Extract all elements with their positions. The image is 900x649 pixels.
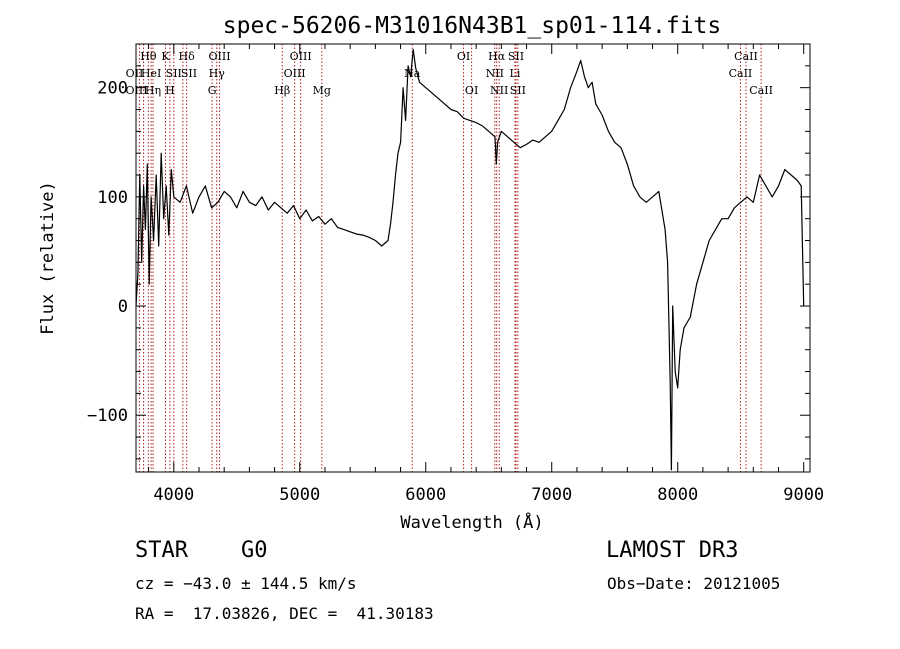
plot-frame xyxy=(135,43,811,473)
line-label-25: SII xyxy=(510,84,526,97)
object-subclass: G0 xyxy=(241,538,268,563)
redshift-velocity: cz = −43.0 ± 144.5 km/s xyxy=(135,574,357,593)
line-label-11: Hγ xyxy=(209,67,226,80)
y-tick-label-0: −100 xyxy=(87,406,128,426)
x-tick-label-3: 7000 xyxy=(531,485,572,505)
line-label-23: Li xyxy=(510,67,521,80)
x-tick-label-4: 8000 xyxy=(657,485,698,505)
line-label-19: OI xyxy=(465,84,478,97)
y-axis-label: Flux (relative) xyxy=(38,181,58,335)
line-label-8: Hδ xyxy=(179,50,196,63)
line-label-14: OIII xyxy=(284,67,306,80)
line-label-22: NII xyxy=(486,67,504,80)
survey-name: LAMOST DR3 xyxy=(606,538,739,563)
y-tick-label-3: 200 xyxy=(97,79,128,99)
line-label-7: H xyxy=(165,84,175,97)
y-tick-label-1: 0 xyxy=(118,297,128,317)
line-label-4: Hη xyxy=(145,84,161,97)
line-label-0: Hθ xyxy=(140,50,157,63)
object-class: STAR xyxy=(135,538,188,563)
line-label-13: OIII xyxy=(290,50,312,63)
x-tick-label-2: 6000 xyxy=(405,485,446,505)
line-label-1: OII xyxy=(126,67,144,80)
line-label-9: SII xyxy=(181,67,197,80)
line-label-3: HeI xyxy=(141,67,161,80)
line-label-26: CaII xyxy=(734,50,758,63)
line-label-6: SII xyxy=(166,67,182,80)
line-label-5: K xyxy=(161,50,170,63)
line-label-21: SII xyxy=(508,50,524,63)
x-tick-label-5: 9000 xyxy=(783,485,824,505)
line-label-10: OIII xyxy=(208,50,230,63)
line-label-20: Hα xyxy=(488,50,506,63)
spectral-line-markers xyxy=(138,44,762,472)
line-label-15: Hβ xyxy=(274,84,290,97)
ra-dec-coordinates: RA = 17.03826, DEC = 41.30183 xyxy=(135,604,434,623)
line-label-27: CaII xyxy=(729,67,753,80)
line-label-18: OI xyxy=(457,50,470,63)
x-tick-label-1: 5000 xyxy=(279,485,320,505)
y-tick-label-2: 100 xyxy=(97,188,128,208)
x-axis-label: Wavelength (Å) xyxy=(400,511,543,533)
line-label-28: CaII xyxy=(749,84,773,97)
spectral-line-labels: HθOIIOIIIHeIHηKSIIHHδSIIOIIIHγGOIIIOIIIH… xyxy=(125,50,772,97)
chart-title: spec-56206-M31016N43B1_sp01-114.fits xyxy=(223,13,722,39)
x-axis-ticks: 4000 5000 6000 7000 8000 9000 xyxy=(148,44,824,505)
line-label-16: Mg xyxy=(313,84,331,97)
line-label-12: G xyxy=(208,84,217,97)
line-label-24: NII xyxy=(490,84,508,97)
spectrum-line xyxy=(135,48,805,471)
y-axis-ticks: −100 0 100 200 xyxy=(87,43,810,460)
observation-date: Obs−Date: 20121005 xyxy=(607,574,781,593)
x-tick-label-0: 4000 xyxy=(153,485,194,505)
